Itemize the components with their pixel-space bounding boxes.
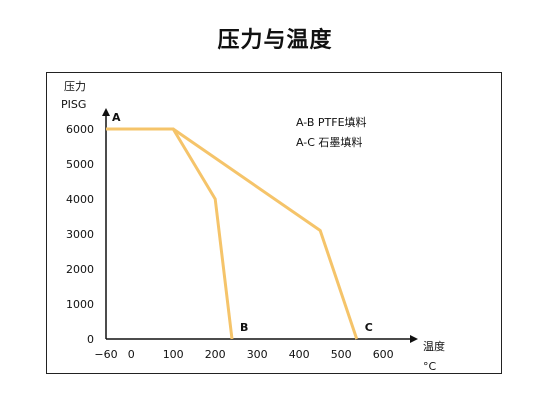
x-tick-label: 100 xyxy=(163,348,184,361)
series-line-ptfe xyxy=(106,127,234,340)
x-tick-label: 300 xyxy=(247,348,268,361)
x-axis-label-line1: 温度 xyxy=(423,339,445,353)
x-axis-label-line2: °C xyxy=(423,360,437,373)
y-tick-label: 1000 xyxy=(66,298,94,311)
y-tick-label: 5000 xyxy=(66,158,94,171)
point-label-b: B xyxy=(240,321,248,334)
x-axis-arrow xyxy=(410,335,418,343)
x-tick-label: 600 xyxy=(373,348,394,361)
y-tick-label: 3000 xyxy=(66,228,94,241)
chart-frame xyxy=(46,72,502,374)
point-label-c: C xyxy=(365,321,373,334)
x-tick-label: 500 xyxy=(331,348,352,361)
y-axis-label-line2: PISG xyxy=(61,98,86,111)
x-tick-label: 200 xyxy=(205,348,226,361)
y-axis-arrow xyxy=(102,108,110,116)
y-tick-label: 4000 xyxy=(66,193,94,206)
y-tick-label: 0 xyxy=(87,333,94,346)
y-tick-label: 6000 xyxy=(66,123,94,136)
series-line-graphite xyxy=(106,127,359,340)
legend-entry: A-C 石墨填料 xyxy=(296,135,362,149)
point-label-a: A xyxy=(112,111,121,124)
x-tick-label: 400 xyxy=(289,348,310,361)
y-axis-label-line1: 压力 xyxy=(64,80,86,93)
legend-entry: A-B PTFE填料 xyxy=(296,115,367,129)
y-tick-label: 2000 xyxy=(66,263,94,276)
x-tick-label: 0 xyxy=(128,348,135,361)
chart-title: 压力与温度 xyxy=(217,28,333,53)
x-tick-label: −60 xyxy=(94,348,117,361)
